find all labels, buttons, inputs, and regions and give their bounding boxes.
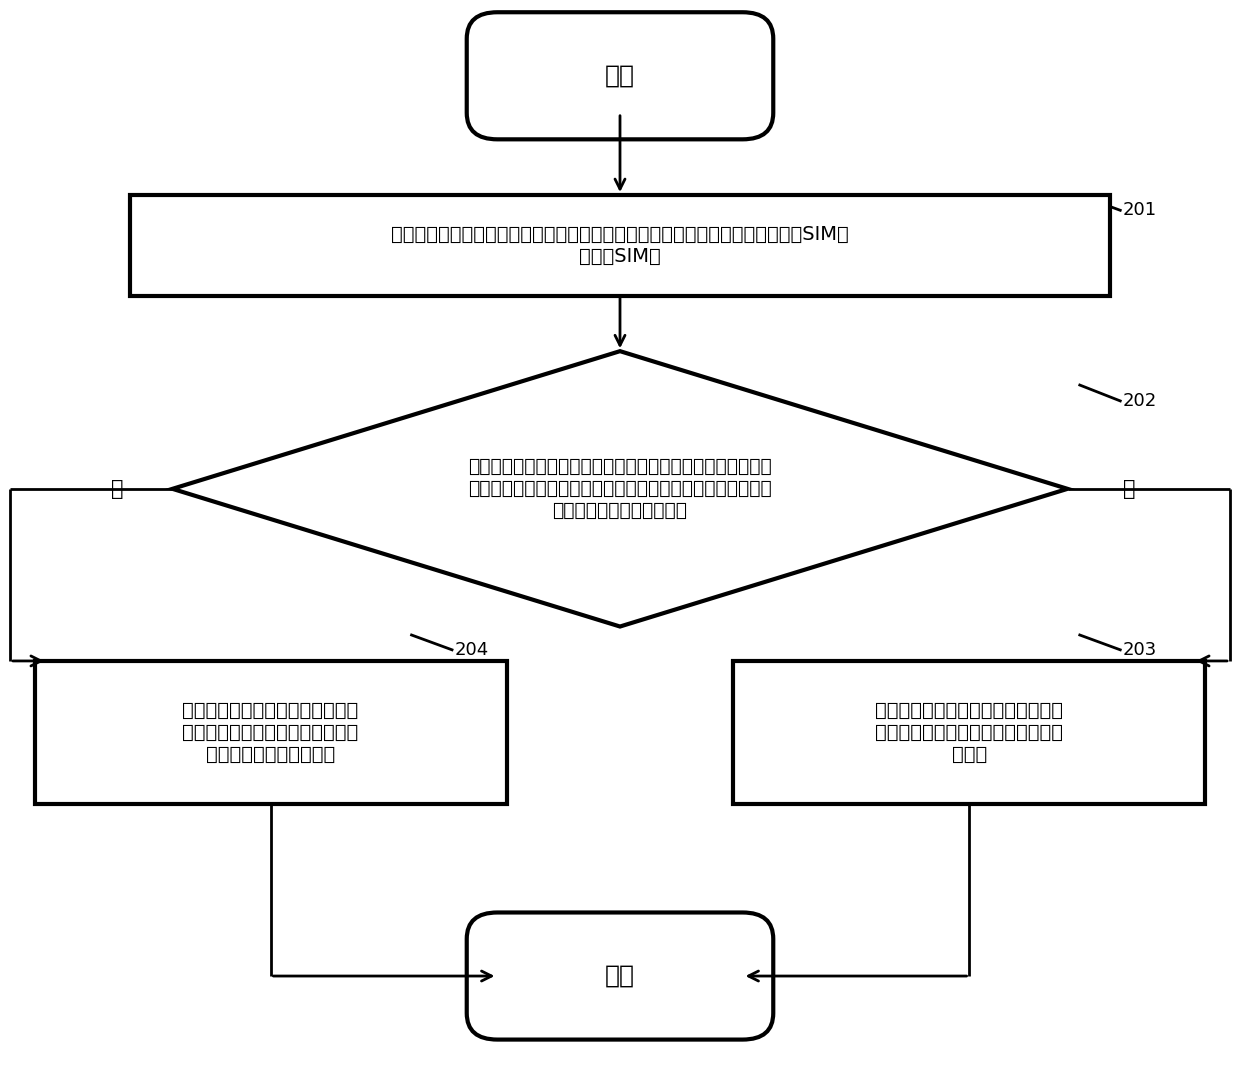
Text: 第一核心网将所述呼叫请求消息发
送给第二核心网，触发第二核心网
执行宽窄带单呼建立过程: 第一核心网将所述呼叫请求消息发 送给第二核心网，触发第二核心网 执行宽窄带单呼建… [182, 701, 358, 764]
Text: 203: 203 [1122, 641, 1157, 659]
Text: 预先在宽窄带融合集群通信系统的双模单待终端中配置具有相同用户号码的宽带SIM卡
和窄带SIM卡: 预先在宽窄带融合集群通信系统的双模单待终端中配置具有相同用户号码的宽带SIM卡 … [391, 224, 849, 266]
Text: 否: 否 [112, 479, 124, 499]
Bar [733, 661, 1205, 804]
Text: 第一核心网按照与第一核心网相同带
宽类型的网络标准执行相应的单呼建
立流程: 第一核心网按照与第一核心网相同带 宽类型的网络标准执行相应的单呼建 立流程 [875, 701, 1064, 764]
Bar [129, 195, 1111, 295]
Text: 204: 204 [455, 641, 489, 659]
FancyBboxPatch shape [466, 912, 774, 1040]
Text: 是: 是 [1122, 479, 1135, 499]
Text: 结束: 结束 [605, 964, 635, 988]
Text: 当宽窄带融合集群通信系统的第一核心网接收到所述双模单待
终端的呼叫请求时，判断相应的被叫号码是否在与第一核心网
相同带宽类型的网络侧注册: 当宽窄带融合集群通信系统的第一核心网接收到所述双模单待 终端的呼叫请求时，判断相… [469, 457, 771, 520]
Text: 201: 201 [1122, 202, 1157, 219]
Bar [35, 661, 507, 804]
Text: 开始: 开始 [605, 63, 635, 88]
Polygon shape [172, 351, 1068, 627]
Text: 202: 202 [1122, 392, 1157, 410]
FancyBboxPatch shape [466, 12, 774, 139]
